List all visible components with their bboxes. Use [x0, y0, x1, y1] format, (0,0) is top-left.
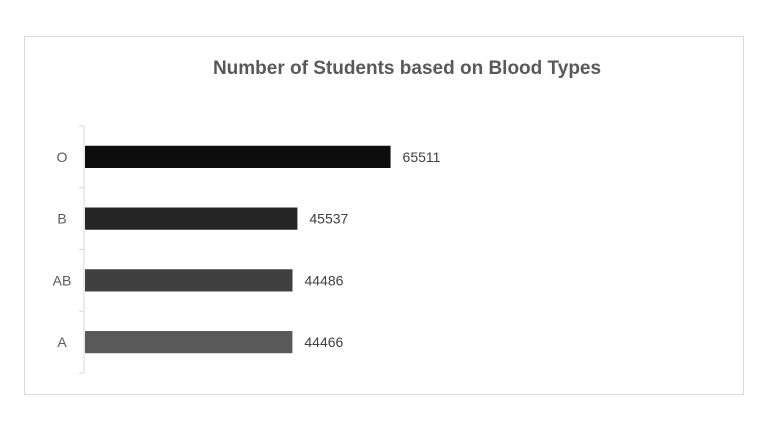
- bars-group: [85, 145, 391, 354]
- data-label: 44486: [304, 272, 343, 288]
- data-label: 44466: [304, 334, 343, 350]
- category-axis: [79, 125, 85, 374]
- chart-title: Number of Students based on Blood Types: [212, 58, 602, 79]
- category-label: B: [57, 211, 66, 227]
- labels-group: O 65511 B 45537 AB 44486 A 44466: [53, 149, 441, 350]
- bar-ab: [85, 269, 293, 292]
- data-label: 65511: [403, 149, 441, 165]
- bar-o: [85, 145, 391, 168]
- category-label: AB: [53, 272, 72, 288]
- category-label: A: [57, 334, 67, 350]
- bar-a: [85, 331, 293, 354]
- category-label: O: [57, 149, 68, 165]
- data-label: 45537: [309, 211, 348, 227]
- bar-b: [85, 207, 298, 230]
